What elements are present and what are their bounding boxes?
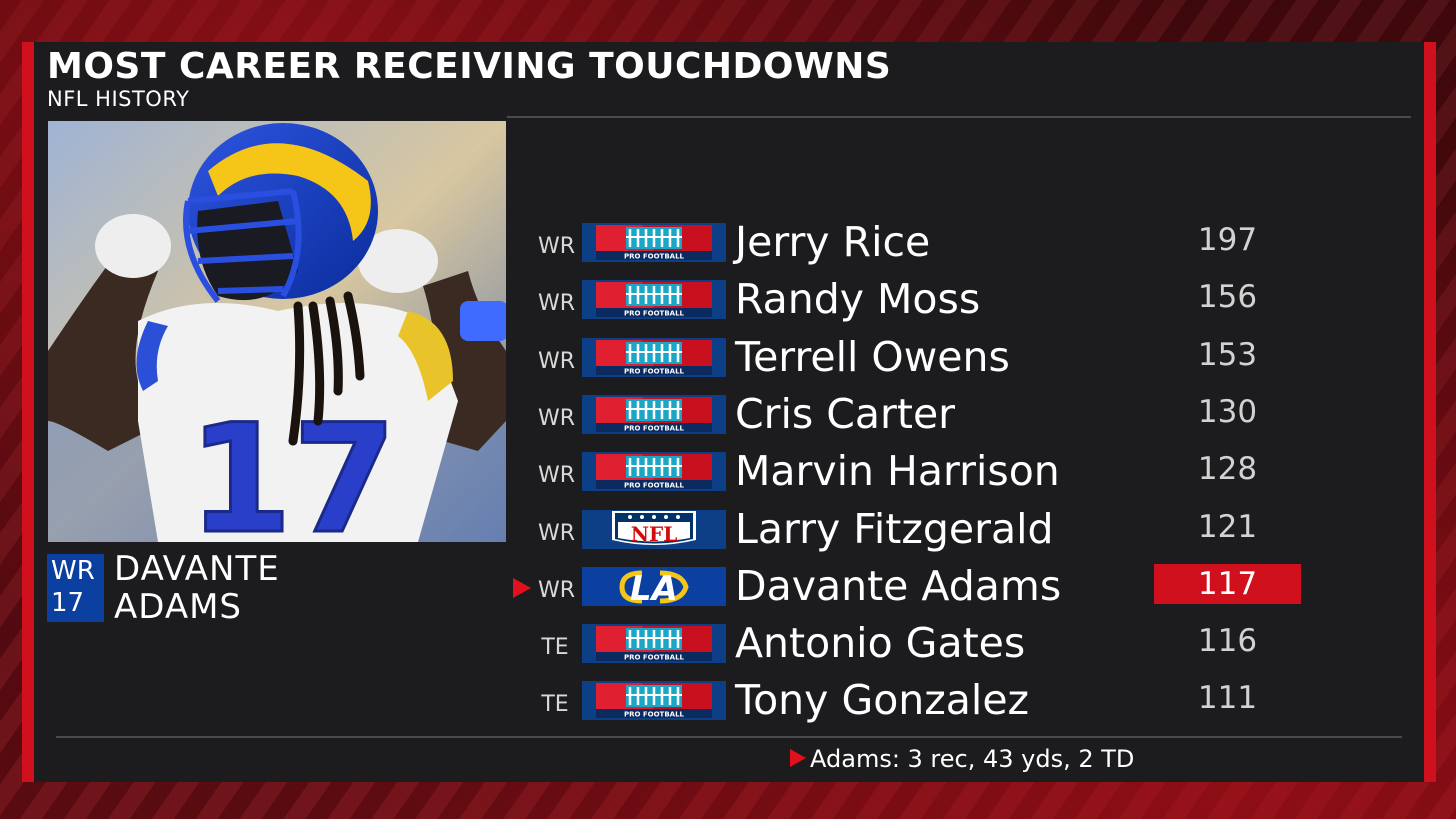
row-player-name: Marvin Harrison	[735, 447, 1060, 496]
nfl-logo-icon: NFL	[582, 509, 726, 549]
pro-football-logo-icon: PRO FOOTBALL	[582, 337, 726, 377]
graphic-subtitle: NFL HISTORY	[47, 87, 190, 111]
leaderboard-row: TE PRO FOOTBALL Tony Gonzalez 111	[0, 676, 1456, 735]
logo-text: PRO FOOTBALL	[624, 310, 685, 318]
row-player-name: Cris Carter	[735, 389, 956, 438]
footer-stat-line: Adams: 3 rec, 43 yds, 2 TD	[790, 745, 1134, 773]
leaderboard-row: WR PRO FOOTBALL Cris Carter 130	[0, 389, 1456, 449]
featured-player-name: DAVANTE ADAMS	[114, 550, 280, 626]
row-player-name: Larry Fitzgerald	[735, 504, 1054, 553]
logo-text: PRO FOOTBALL	[624, 654, 685, 662]
pro-football-logo-icon: PRO FOOTBALL	[582, 394, 726, 434]
pro-football-logo-icon: PRO FOOTBALL	[582, 223, 726, 262]
leaderboard-row: WR PRO FOOTBALL Marvin Harrison 128	[0, 447, 1456, 506]
row-player-name: Randy Moss	[735, 275, 981, 324]
logo-text: PRO FOOTBALL	[624, 367, 685, 375]
left-accent-bar	[22, 42, 34, 782]
logo-text: PRO FOOTBALL	[624, 482, 685, 490]
row-touchdown-total: 121	[1197, 508, 1258, 545]
divider-top	[507, 116, 1411, 118]
leaderboard-row: WR NFL Larry Fitzgerald 121	[0, 504, 1456, 564]
leaderboard-row: TE PRO FOOTBALL Antonio Gates 116	[0, 619, 1456, 678]
divider-bottom	[56, 736, 1402, 738]
row-position: WR	[538, 405, 576, 431]
badge-position: WR	[51, 556, 95, 586]
row-position: WR	[538, 348, 576, 374]
right-accent-bar	[1424, 42, 1436, 782]
row-player-name: Antonio Gates	[735, 619, 1026, 668]
row-player-name: Davante Adams	[735, 561, 1062, 610]
row-touchdown-total: 153	[1197, 336, 1258, 373]
row-touchdown-total: 116	[1197, 623, 1258, 660]
leaderboard-row: WR LA Davante Adams 117	[0, 561, 1456, 621]
player-photo: 17	[48, 121, 506, 542]
logo-text: PRO FOOTBALL	[624, 253, 685, 261]
pro-football-logo-icon: PRO FOOTBALL	[582, 624, 726, 664]
footer-stat-text: Adams: 3 rec, 43 yds, 2 TD	[810, 745, 1135, 773]
leaderboard-row: WR PRO FOOTBALL Jerry Rice 197	[0, 218, 1456, 277]
logo-text: NFL	[631, 522, 678, 546]
leaderboard-row: WR PRO FOOTBALL Terrell Owens 153	[0, 332, 1456, 392]
row-touchdown-total: 130	[1197, 393, 1258, 430]
row-position: WR	[538, 520, 576, 546]
current-player-marker-icon	[513, 577, 531, 598]
row-position: WR	[538, 463, 576, 489]
row-touchdown-total: 117	[1154, 563, 1301, 604]
pro-football-logo-icon: PRO FOOTBALL	[582, 452, 726, 492]
logo-text: LA	[630, 569, 678, 606]
row-position: TE	[541, 692, 569, 718]
row-touchdown-total: 197	[1197, 222, 1258, 258]
logo-text: PRO FOOTBALL	[624, 711, 685, 719]
leaderboard-row: WR PRO FOOTBALL Randy Moss 156	[0, 275, 1456, 334]
row-player-name: Tony Gonzalez	[735, 676, 1030, 725]
footer-marker-icon	[790, 749, 806, 767]
row-position: WR	[538, 577, 576, 603]
rams-logo-icon: LA	[582, 566, 726, 609]
graphic-title: MOST CAREER RECEIVING TOUCHDOWNS	[47, 46, 892, 87]
row-position: TE	[541, 635, 569, 661]
pro-football-logo-icon: PRO FOOTBALL	[582, 280, 726, 320]
pro-football-logo-icon: PRO FOOTBALL	[582, 681, 726, 721]
featured-first-name: DAVANTE	[114, 549, 280, 589]
featured-last-name: ADAMS	[114, 587, 243, 627]
badge-number: 17	[51, 588, 85, 618]
player-badge: WR 17	[47, 554, 104, 622]
row-touchdown-total: 111	[1197, 680, 1258, 717]
row-position: WR	[538, 291, 576, 317]
row-player-name: Terrell Owens	[735, 332, 1010, 381]
row-touchdown-total: 128	[1197, 451, 1258, 488]
row-touchdown-total: 156	[1197, 279, 1258, 316]
logo-text: PRO FOOTBALL	[624, 424, 685, 432]
row-position: WR	[538, 234, 576, 259]
row-player-name: Jerry Rice	[735, 218, 931, 266]
